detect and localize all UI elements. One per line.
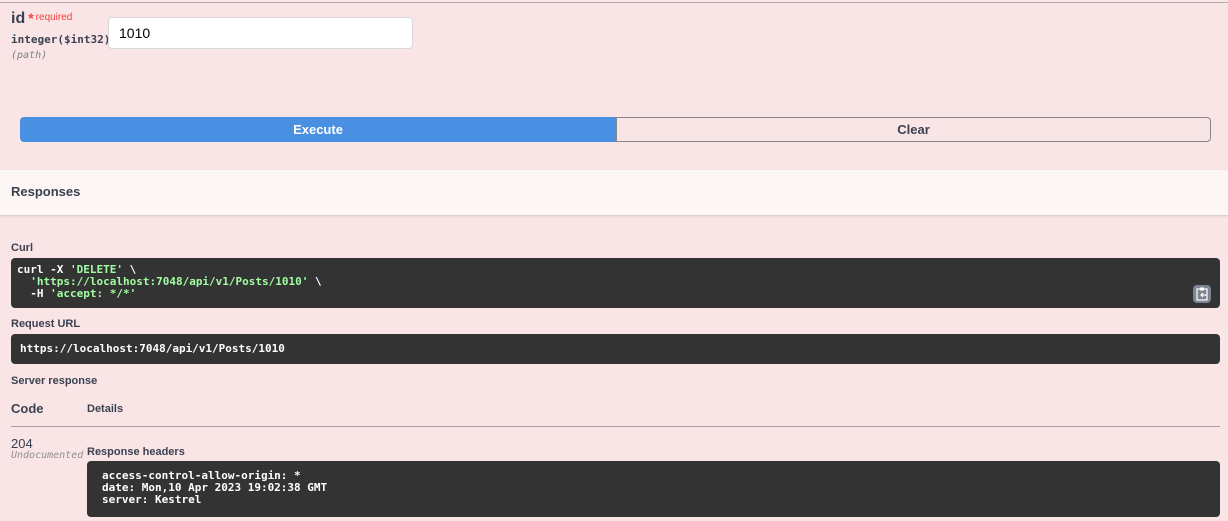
- header-line: server: Kestrel: [102, 493, 202, 506]
- code-column-header: Code: [11, 401, 44, 416]
- curl-block[interactable]: curl -X 'DELETE' \ 'https://localhost:70…: [11, 258, 1220, 308]
- request-url-label: Request URL: [11, 318, 81, 330]
- undocumented-note: Undocumented: [11, 450, 84, 461]
- responses-header: Responses: [0, 170, 1228, 215]
- response-headers-label: Response headers: [87, 446, 185, 458]
- responses-title: Responses: [11, 184, 81, 199]
- parameter-name: id * required: [11, 10, 73, 27]
- response-headers-block[interactable]: access-control-allow-origin: * date: Mon,…: [87, 461, 1220, 517]
- request-url-block[interactable]: https://localhost:7048/api/v1/Posts/1010: [11, 334, 1220, 364]
- header-line: access-control-allow-origin: *: [102, 469, 301, 482]
- clipboard-copy-icon[interactable]: [1193, 285, 1211, 303]
- id-input[interactable]: 1010: [108, 17, 413, 49]
- clear-button[interactable]: Clear: [616, 117, 1211, 142]
- header-line: date: Mon,10 Apr 2023 19:02:38 GMT: [102, 481, 328, 494]
- server-response-label: Server response: [11, 375, 98, 387]
- divider: [0, 2, 1228, 3]
- details-column-header: Details: [87, 403, 124, 415]
- response-code: 204: [11, 436, 33, 451]
- execute-button[interactable]: Execute: [20, 117, 616, 142]
- parameter-type: integer($int32): [11, 33, 111, 46]
- curl-label: Curl: [11, 242, 33, 254]
- divider: [11, 426, 1220, 427]
- parameter-location: (path): [11, 50, 48, 61]
